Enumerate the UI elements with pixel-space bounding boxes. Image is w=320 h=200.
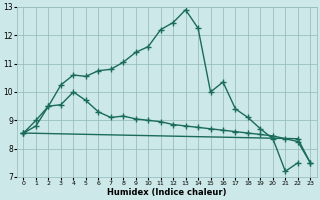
X-axis label: Humidex (Indice chaleur): Humidex (Indice chaleur) xyxy=(107,188,227,197)
